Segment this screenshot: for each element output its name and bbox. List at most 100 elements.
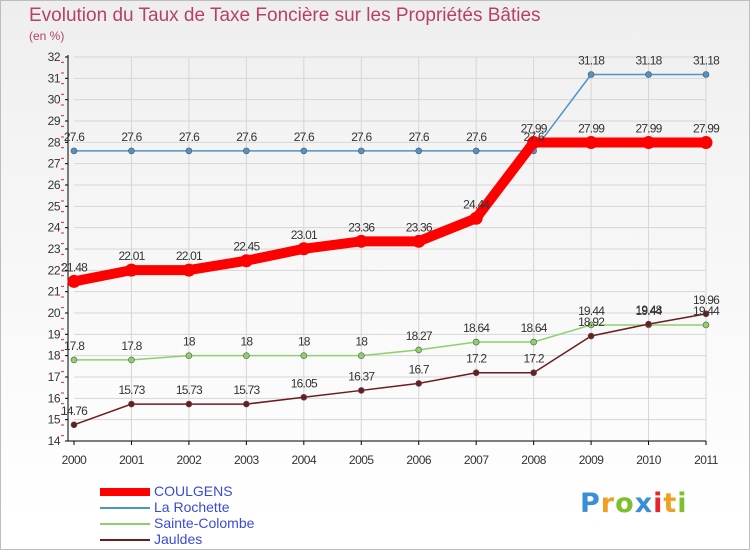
- data-label-la-rochette-2010: 31.18: [636, 53, 663, 67]
- data-point-sainte-colombe-2003: [243, 352, 250, 359]
- y-tick-label: 22: [48, 263, 61, 277]
- legend-item-jauldes: Jauldes: [100, 531, 400, 548]
- series-line-jauldes: [73, 313, 707, 426]
- x-tick-label: 2002: [177, 453, 203, 467]
- data-label-coulgens-2009: 27.99: [578, 122, 605, 136]
- data-label-jauldes-2008: 17.2: [524, 352, 545, 366]
- data-label-la-rochette-2006: 27.6: [409, 130, 430, 144]
- data-label-la-rochette-2009: 31.18: [578, 53, 605, 67]
- data-label-coulgens-2002: 22.01: [176, 249, 203, 263]
- x-tick-label: 2006: [406, 453, 432, 467]
- data-point-coulgens-2001: [124, 263, 138, 277]
- data-label-la-rochette-2005: 27.6: [351, 130, 372, 144]
- data-label-la-rochette-2001: 27.6: [121, 130, 142, 144]
- logo-letter: r: [600, 488, 616, 519]
- data-label-la-rochette-2007: 27.6: [466, 130, 487, 144]
- data-point-jauldes-2002: [185, 400, 193, 408]
- data-label-la-rochette-2003: 27.6: [236, 130, 257, 144]
- axes: 14 15 16 17 18 19 20 21 22 23 24 25 26 27 28 29 30 31 32 20…: [48, 50, 720, 467]
- data-point-la-rochette-2005: [357, 147, 365, 155]
- data-label-sainte-colombe-2004: 18: [298, 335, 311, 349]
- logo-letter: x: [634, 488, 654, 519]
- data-label-jauldes-2009: 18.92: [578, 315, 605, 329]
- data-point-jauldes-2006: [415, 380, 423, 387]
- data-point-sainte-colombe-2002: [185, 352, 193, 359]
- data-label-coulgens-2001: 22.01: [118, 249, 145, 263]
- data-label-la-rochette-2002: 27.6: [179, 130, 200, 144]
- legend: COULGENS La Rochette Sainte-Colombe Jauldes: [100, 483, 400, 548]
- data-label-sainte-colombe-2011: 19.44: [693, 304, 720, 318]
- legend-label-jauldes: Jauldes: [154, 531, 203, 547]
- data-point-sainte-colombe-2005: [357, 352, 365, 359]
- data-label-coulgens-2000: 21.48: [61, 260, 88, 274]
- data-point-la-rochette-2001: [128, 147, 135, 155]
- data-point-sainte-colombe-2007: [472, 338, 480, 346]
- data-labels: 27.6 27.6 27.6 27.6 27.6 27.6 27.6 27.6 27.6 31.1…: [61, 53, 721, 417]
- data-point-coulgens-2008: [527, 136, 541, 150]
- data-label-coulgens-2003: 22.45: [233, 240, 260, 254]
- y-tick-label: 16: [48, 391, 61, 405]
- y-tick-label: 24: [48, 221, 61, 235]
- y-tick-label: 20: [48, 306, 61, 320]
- x-tick-label: 2004: [291, 453, 317, 467]
- data-point-sainte-colombe-2001: [128, 356, 135, 364]
- data-label-sainte-colombe-2008: 18.64: [521, 321, 548, 335]
- data-point-la-rochette-2006: [415, 147, 423, 155]
- data-point-coulgens-2000: [67, 274, 81, 288]
- logo-letter: o: [615, 488, 635, 519]
- data-label-jauldes-2003: 15.73: [233, 383, 260, 397]
- data-point-jauldes-2004: [300, 393, 308, 401]
- data-point-la-rochette-2004: [300, 147, 308, 155]
- logo-letter: i: [677, 488, 688, 519]
- data-point-la-rochette-2007: [472, 147, 480, 155]
- legend-item-sainte-colombe: Sainte-Colombe: [100, 515, 400, 532]
- data-label-coulgens-2007: 24.44: [463, 197, 490, 211]
- data-label-coulgens-2006: 23.36: [406, 220, 433, 234]
- data-point-la-rochette-2011: [702, 71, 710, 78]
- x-tick-label: 2007: [464, 453, 490, 467]
- legend-swatch-coulgens: [100, 488, 150, 496]
- data-point-coulgens-2011: [699, 136, 713, 150]
- data-label-coulgens-2010: 27.99: [636, 122, 663, 136]
- legend-label-sainte-colombe: Sainte-Colombe: [154, 515, 255, 531]
- legend-swatch-jauldes: [100, 539, 150, 541]
- data-label-coulgens-2005: 23.36: [348, 220, 375, 234]
- data-point-coulgens-2009: [584, 136, 598, 150]
- legend-swatch-la-rochette: [100, 507, 150, 509]
- data-label-jauldes-2007: 17.2: [466, 352, 487, 366]
- data-label-la-rochette-2008: 27.6: [524, 130, 545, 144]
- data-point-sainte-colombe-2008: [530, 338, 537, 346]
- x-tick-label: 2000: [62, 453, 88, 467]
- logo-letter: i: [653, 488, 664, 519]
- data-label-jauldes-2001: 15.73: [118, 383, 145, 397]
- data-label-la-rochette-2004: 27.6: [294, 130, 315, 144]
- data-label-jauldes-2006: 16.7: [409, 362, 430, 376]
- y-tick-label: 21: [48, 285, 61, 299]
- data-point-jauldes-2005: [357, 387, 365, 394]
- data-point-jauldes-2007: [472, 369, 480, 377]
- x-tick-label: 2010: [636, 453, 662, 467]
- data-point-coulgens-2003: [239, 254, 253, 268]
- data-point-jauldes-2011: [702, 310, 710, 318]
- data-label-jauldes-2010: 19.48: [636, 303, 663, 317]
- series-line-sainte-colombe: [73, 324, 707, 361]
- logo-letter: P: [580, 488, 601, 519]
- data-point-la-rochette-2009: [587, 71, 595, 78]
- y-tick-label: 30: [48, 93, 61, 107]
- data-point-jauldes-2008: [530, 369, 537, 377]
- data-label-la-rochette-2011: 31.18: [693, 53, 720, 67]
- proxiti-logo: Proxiti: [580, 488, 688, 519]
- data-label-sainte-colombe-2009: 19.44: [578, 304, 605, 318]
- data-point-jauldes-2009: [587, 332, 595, 340]
- y-tick-label: 25: [48, 199, 61, 213]
- data-label-sainte-colombe-2005: 18: [355, 335, 368, 349]
- y-tick-label: 14: [48, 434, 61, 448]
- x-tick-label: 2011: [694, 453, 719, 467]
- data-point-coulgens-2004: [297, 242, 311, 256]
- x-tick-label: 2003: [234, 453, 260, 467]
- data-label-sainte-colombe-2001: 17.8: [121, 339, 142, 353]
- data-label-jauldes-2011: 19.96: [693, 293, 720, 307]
- grid-lines: [74, 56, 707, 441]
- data-label-coulgens-2004: 23.01: [291, 228, 318, 242]
